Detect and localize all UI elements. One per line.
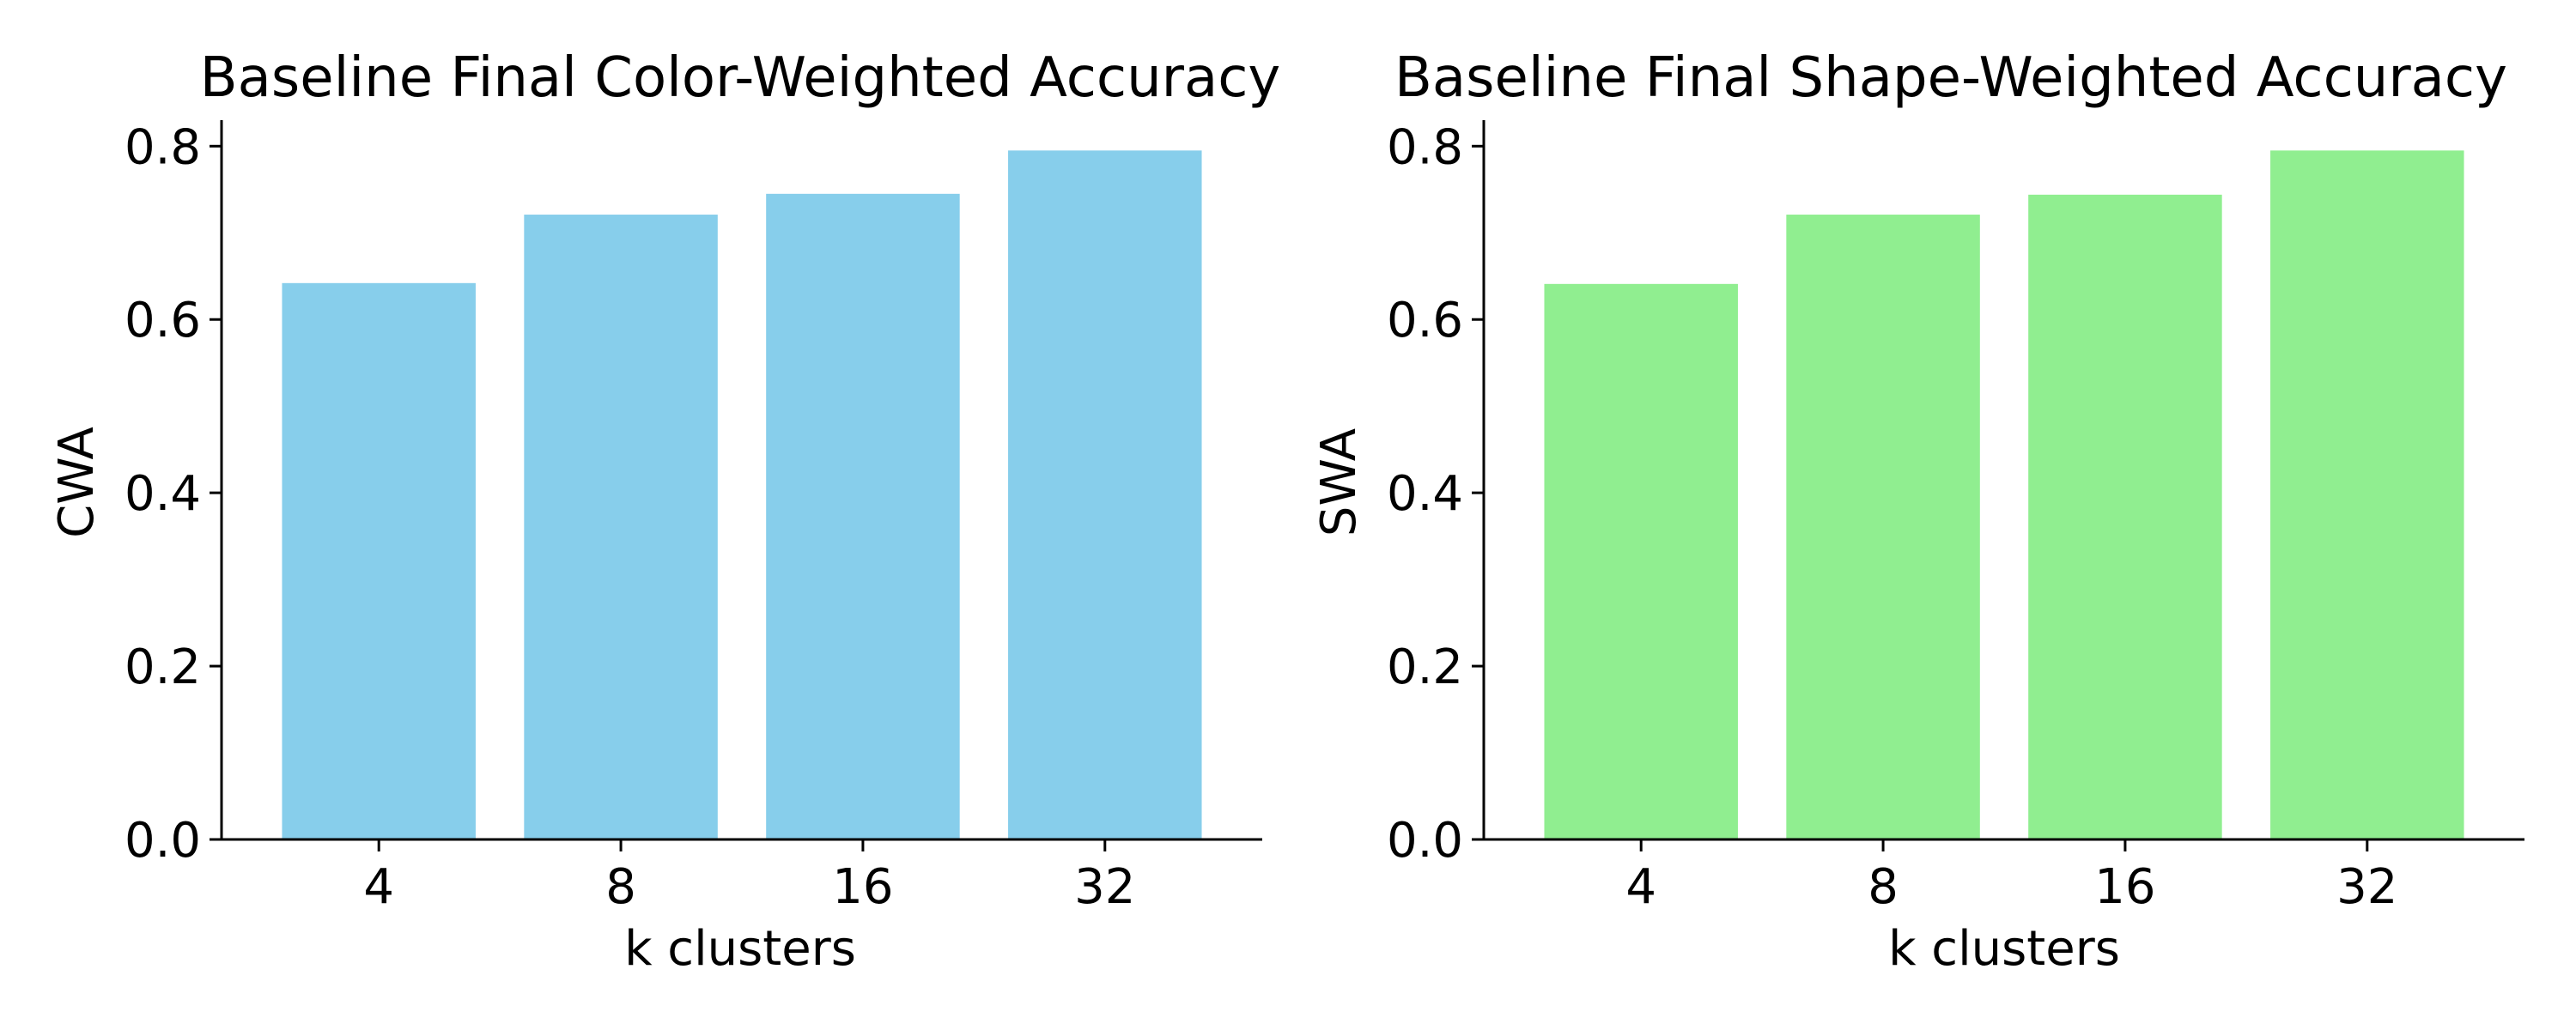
- chart-panel-swa: Baseline Final Shape-Weighted Accuracy 0…: [1311, 46, 2524, 977]
- x-tick-label: 8: [605, 859, 636, 915]
- bars-group: [282, 150, 1202, 840]
- y-ticks: 0.0 0.2 0.4 0.6 0.8: [1387, 119, 1484, 869]
- y-axis-label: CWA: [49, 427, 105, 538]
- chart-title: Baseline Final Color-Weighted Accuracy: [200, 46, 1281, 110]
- x-tick-label: 4: [363, 859, 394, 915]
- bar-32: [2270, 150, 2464, 840]
- x-axis-label: k clusters: [624, 921, 856, 977]
- bar-32: [1008, 150, 1202, 840]
- x-ticks: 4 8 16 32: [363, 839, 1135, 915]
- chart-panel-cwa: Baseline Final Color-Weighted Accuracy 0…: [49, 46, 1280, 977]
- y-tick-label: 0.2: [1387, 639, 1463, 695]
- y-tick-label: 0.4: [1387, 466, 1463, 522]
- y-ticks: 0.0 0.2 0.4 0.6 0.8: [125, 119, 222, 869]
- bar-8: [1786, 215, 1980, 839]
- bar-8: [524, 215, 718, 839]
- x-tick-label: 16: [2094, 859, 2155, 915]
- y-tick-label: 0.8: [1387, 119, 1463, 175]
- bar-4: [1544, 283, 1738, 840]
- chart-title: Baseline Final Shape-Weighted Accuracy: [1394, 46, 2507, 110]
- x-ticks: 4 8 16 32: [1625, 839, 2397, 915]
- y-tick-label: 0.0: [125, 813, 201, 869]
- bars-group: [1544, 150, 2464, 840]
- bar-16: [2028, 194, 2222, 839]
- y-tick-label: 0.8: [125, 119, 201, 175]
- bar-16: [766, 193, 960, 839]
- x-tick-label: 8: [1868, 859, 1899, 915]
- y-tick-label: 0.0: [1387, 813, 1463, 869]
- y-tick-label: 0.6: [125, 293, 201, 348]
- x-tick-label: 16: [832, 859, 893, 915]
- x-tick-label: 4: [1625, 859, 1656, 915]
- x-axis-label: k clusters: [1888, 921, 2120, 977]
- bar-4: [282, 282, 476, 840]
- y-tick-label: 0.4: [125, 466, 201, 522]
- y-axis-label: SWA: [1311, 428, 1367, 536]
- x-tick-label: 32: [2336, 859, 2397, 915]
- y-tick-label: 0.6: [1387, 293, 1463, 348]
- x-tick-label: 32: [1074, 859, 1135, 915]
- y-tick-label: 0.2: [125, 639, 201, 695]
